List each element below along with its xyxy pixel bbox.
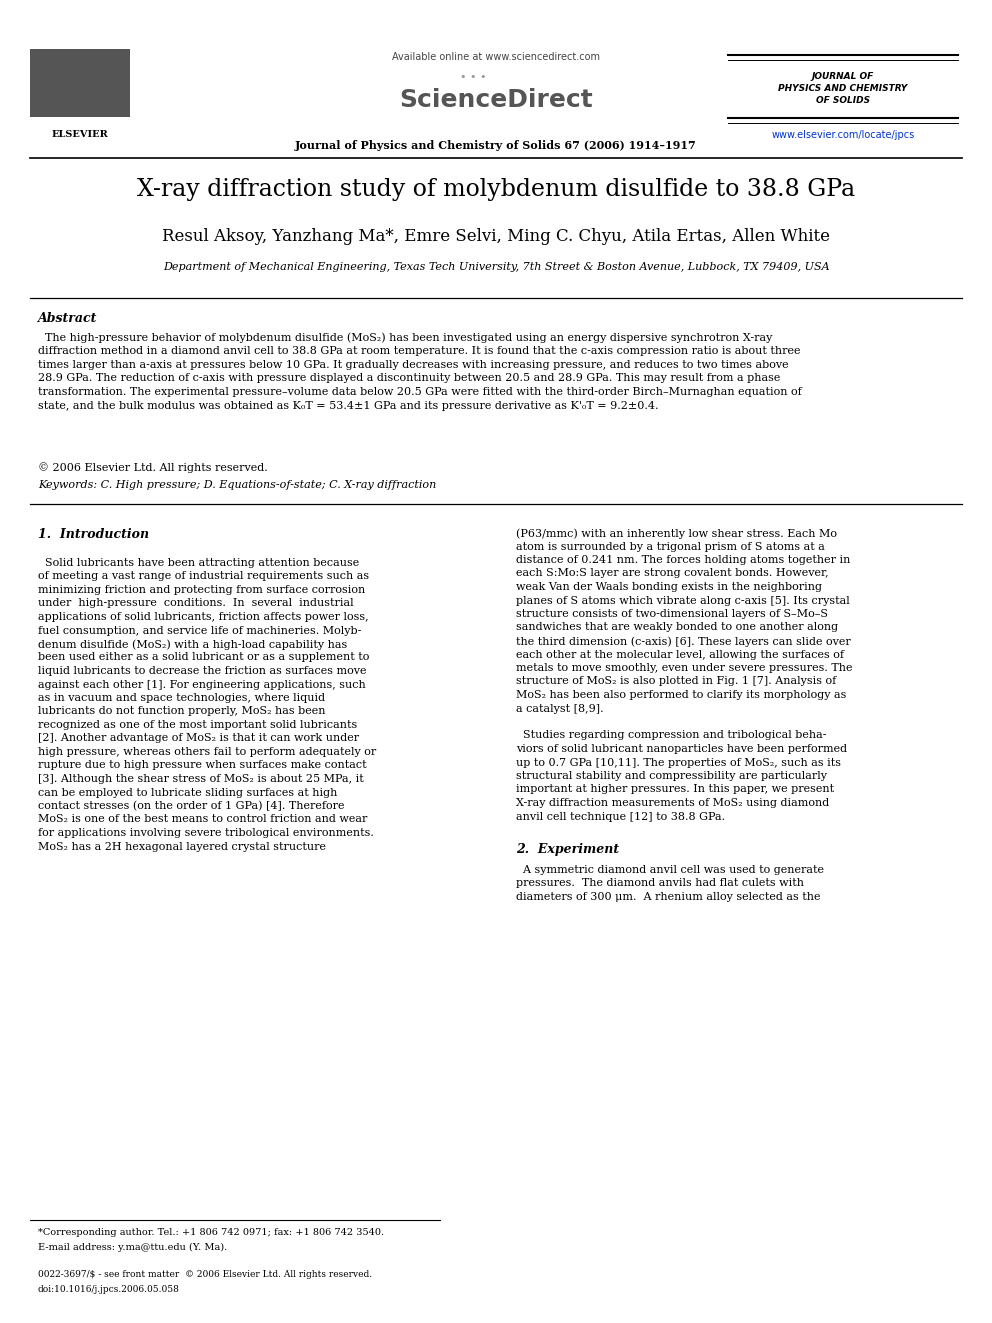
Text: JOURNAL OF: JOURNAL OF [811, 71, 874, 81]
Text: lubricants do not function properly, MoS₂ has been: lubricants do not function properly, MoS… [38, 706, 325, 717]
Text: Resul Aksoy, Yanzhang Ma*, Emre Selvi, Ming C. Chyu, Atila Ertas, Allen White: Resul Aksoy, Yanzhang Ma*, Emre Selvi, M… [162, 228, 830, 245]
Text: A symmetric diamond anvil cell was used to generate: A symmetric diamond anvil cell was used … [516, 865, 824, 875]
Text: (P63/mmc) with an inherently low shear stress. Each Mo: (P63/mmc) with an inherently low shear s… [516, 528, 837, 538]
Text: Keywords: C. High pressure; D. Equations-of-state; C. X-ray diffraction: Keywords: C. High pressure; D. Equations… [38, 480, 436, 490]
Text: X-ray diffraction study of molybdenum disulfide to 38.8 GPa: X-ray diffraction study of molybdenum di… [137, 179, 855, 201]
Text: Department of Mechanical Engineering, Texas Tech University, 7th Street & Boston: Department of Mechanical Engineering, Te… [163, 262, 829, 273]
Text: [2]. Another advantage of MoS₂ is that it can work under: [2]. Another advantage of MoS₂ is that i… [38, 733, 359, 744]
Text: planes of S atoms which vibrate along c-axis [5]. Its crystal: planes of S atoms which vibrate along c-… [516, 595, 850, 606]
Text: against each other [1]. For engineering applications, such: against each other [1]. For engineering … [38, 680, 366, 689]
Text: ELSEVIER: ELSEVIER [52, 130, 108, 139]
Text: anvil cell technique [12] to 38.8 GPa.: anvil cell technique [12] to 38.8 GPa. [516, 811, 725, 822]
Text: each other at the molecular level, allowing the surfaces of: each other at the molecular level, allow… [516, 650, 844, 659]
Text: Abstract: Abstract [38, 312, 97, 325]
Text: applications of solid lubricants, friction affects power loss,: applications of solid lubricants, fricti… [38, 613, 369, 622]
Text: Available online at www.sciencedirect.com: Available online at www.sciencedirect.co… [392, 52, 600, 62]
Text: 1.  Introduction: 1. Introduction [38, 528, 149, 541]
Text: denum disulfide (MoS₂) with a high-load capability has: denum disulfide (MoS₂) with a high-load … [38, 639, 347, 650]
Text: structure of MoS₂ is also plotted in Fig. 1 [7]. Analysis of: structure of MoS₂ is also plotted in Fig… [516, 676, 836, 687]
Text: 2.  Experiment: 2. Experiment [516, 843, 619, 856]
Text: a catalyst [8,9].: a catalyst [8,9]. [516, 704, 603, 713]
Text: for applications involving severe tribological environments.: for applications involving severe tribol… [38, 828, 374, 837]
Text: contact stresses (on the order of 1 GPa) [4]. Therefore: contact stresses (on the order of 1 GPa)… [38, 800, 344, 811]
Text: doi:10.1016/j.jpcs.2006.05.058: doi:10.1016/j.jpcs.2006.05.058 [38, 1285, 180, 1294]
Text: of meeting a vast range of industrial requirements such as: of meeting a vast range of industrial re… [38, 572, 369, 582]
Text: been used either as a solid lubricant or as a supplement to: been used either as a solid lubricant or… [38, 652, 369, 663]
Text: can be employed to lubricate sliding surfaces at high: can be employed to lubricate sliding sur… [38, 787, 337, 798]
FancyBboxPatch shape [30, 49, 130, 116]
Text: X-ray diffraction measurements of MoS₂ using diamond: X-ray diffraction measurements of MoS₂ u… [516, 798, 829, 808]
Text: up to 0.7 GPa [10,11]. The properties of MoS₂, such as its: up to 0.7 GPa [10,11]. The properties of… [516, 758, 841, 767]
Text: liquid lubricants to decrease the friction as surfaces move: liquid lubricants to decrease the fricti… [38, 665, 366, 676]
Text: sandwiches that are weakly bonded to one another along: sandwiches that are weakly bonded to one… [516, 623, 838, 632]
Text: E-mail address: y.ma@ttu.edu (Y. Ma).: E-mail address: y.ma@ttu.edu (Y. Ma). [38, 1244, 227, 1252]
Text: Journal of Physics and Chemistry of Solids 67 (2006) 1914–1917: Journal of Physics and Chemistry of Soli… [296, 140, 696, 151]
Text: structure consists of two-dimensional layers of S–Mo–S: structure consists of two-dimensional la… [516, 609, 828, 619]
Text: © 2006 Elsevier Ltd. All rights reserved.: © 2006 Elsevier Ltd. All rights reserved… [38, 462, 268, 472]
Text: as in vacuum and space technologies, where liquid: as in vacuum and space technologies, whe… [38, 693, 325, 703]
Text: MoS₂ has a 2H hexagonal layered crystal structure: MoS₂ has a 2H hexagonal layered crystal … [38, 841, 326, 852]
Text: PHYSICS AND CHEMISTRY: PHYSICS AND CHEMISTRY [779, 83, 908, 93]
Text: under  high-pressure  conditions.  In  several  industrial: under high-pressure conditions. In sever… [38, 598, 353, 609]
Text: ScienceDirect: ScienceDirect [399, 89, 593, 112]
Text: MoS₂ has been also performed to clarify its morphology as: MoS₂ has been also performed to clarify … [516, 691, 846, 700]
Text: distance of 0.241 nm. The forces holding atoms together in: distance of 0.241 nm. The forces holding… [516, 556, 850, 565]
Text: www.elsevier.com/locate/jpcs: www.elsevier.com/locate/jpcs [772, 130, 915, 140]
Text: weak Van der Waals bonding exists in the neighboring: weak Van der Waals bonding exists in the… [516, 582, 822, 591]
Text: fuel consumption, and service life of machineries. Molyb-: fuel consumption, and service life of ma… [38, 626, 361, 635]
Text: rupture due to high pressure when surfaces make contact: rupture due to high pressure when surfac… [38, 761, 367, 770]
Text: diameters of 300 μm.  A rhenium alloy selected as the: diameters of 300 μm. A rhenium alloy sel… [516, 892, 820, 902]
Text: *Corresponding author. Tel.: +1 806 742 0971; fax: +1 806 742 3540.: *Corresponding author. Tel.: +1 806 742 … [38, 1228, 384, 1237]
Text: pressures.  The diamond anvils had flat culets with: pressures. The diamond anvils had flat c… [516, 878, 804, 889]
Text: OF SOLIDS: OF SOLIDS [816, 97, 870, 105]
Text: MoS₂ is one of the best means to control friction and wear: MoS₂ is one of the best means to control… [38, 815, 367, 824]
Text: the third dimension (c-axis) [6]. These layers can slide over: the third dimension (c-axis) [6]. These … [516, 636, 851, 647]
Text: viors of solid lubricant nanoparticles have been performed: viors of solid lubricant nanoparticles h… [516, 744, 847, 754]
Text: each S:Mo:S layer are strong covalent bonds. However,: each S:Mo:S layer are strong covalent bo… [516, 569, 828, 578]
Text: important at higher pressures. In this paper, we present: important at higher pressures. In this p… [516, 785, 834, 795]
Text: [3]. Although the shear stress of MoS₂ is about 25 MPa, it: [3]. Although the shear stress of MoS₂ i… [38, 774, 364, 785]
Text: atom is surrounded by a trigonal prism of S atoms at a: atom is surrounded by a trigonal prism o… [516, 541, 825, 552]
Text: minimizing friction and protecting from surface corrosion: minimizing friction and protecting from … [38, 585, 365, 595]
Text: The high-pressure behavior of molybdenum disulfide (MoS₂) has been investigated : The high-pressure behavior of molybdenum… [38, 332, 802, 410]
Text: structural stability and compressibility are particularly: structural stability and compressibility… [516, 771, 827, 781]
Text: 0022-3697/$ - see front matter  © 2006 Elsevier Ltd. All rights reserved.: 0022-3697/$ - see front matter © 2006 El… [38, 1270, 372, 1279]
Text: high pressure, whereas others fail to perform adequately or: high pressure, whereas others fail to pe… [38, 747, 376, 757]
Text: recognized as one of the most important solid lubricants: recognized as one of the most important … [38, 720, 357, 730]
Text: • • •: • • • [460, 71, 486, 82]
Text: metals to move smoothly, even under severe pressures. The: metals to move smoothly, even under seve… [516, 663, 852, 673]
Text: Solid lubricants have been attracting attention because: Solid lubricants have been attracting at… [38, 558, 359, 568]
Text: Studies regarding compression and tribological beha-: Studies regarding compression and tribol… [516, 730, 826, 741]
